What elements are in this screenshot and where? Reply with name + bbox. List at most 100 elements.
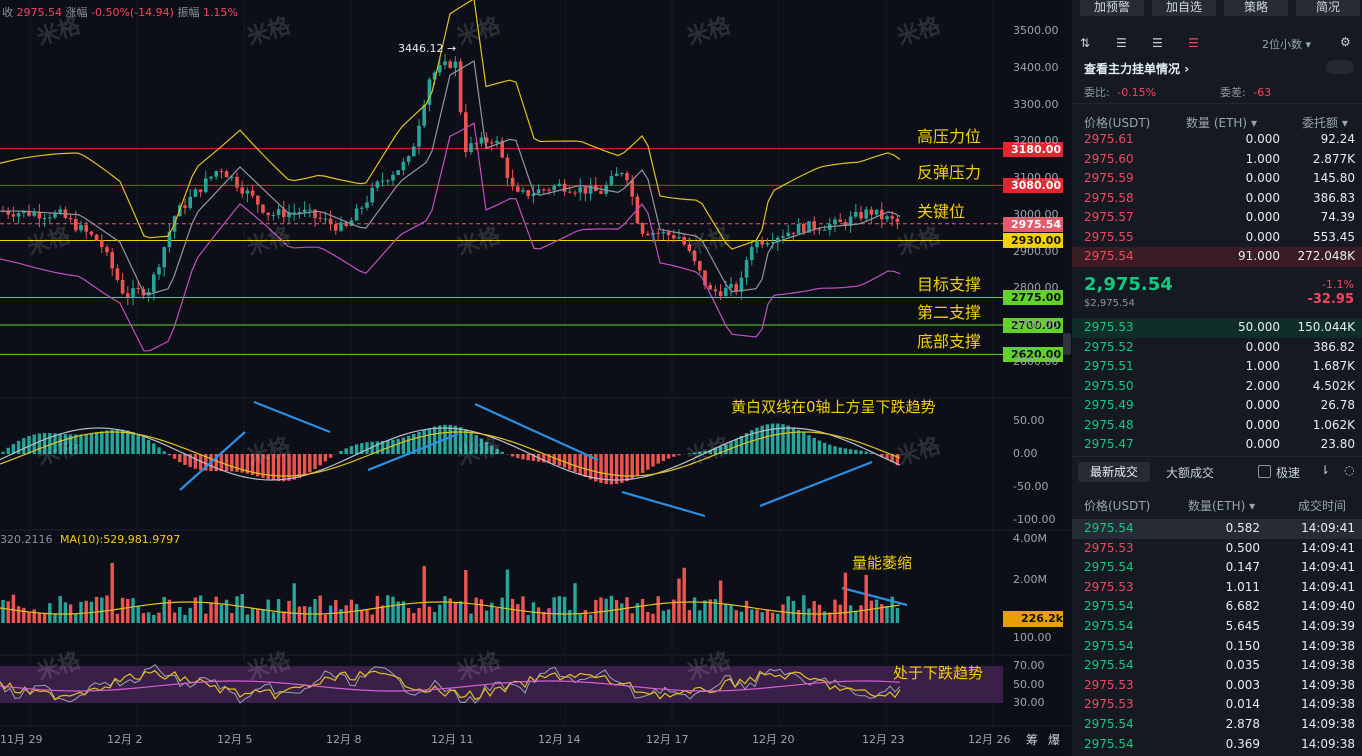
macd-bar xyxy=(323,454,328,462)
candle-body xyxy=(781,236,785,238)
trade-row: 2975.54 6.682 14:09:40 xyxy=(1072,597,1362,617)
decimal-select[interactable]: 2位小数 ▾ xyxy=(1262,38,1312,51)
trade-price: 2975.53 xyxy=(1084,579,1134,594)
ask-row[interactable]: 2975.59 0.000 145.80 xyxy=(1072,169,1362,189)
candle-body xyxy=(568,191,572,193)
candle-body xyxy=(105,247,109,253)
row-total: 553.45 xyxy=(1313,229,1355,244)
depth-both-icon[interactable]: ⇅ xyxy=(1080,36,1091,50)
fast-checkbox[interactable] xyxy=(1258,465,1271,478)
chip-icon[interactable]: 筹 xyxy=(1026,733,1039,747)
panel-collapse-handle[interactable] xyxy=(1063,333,1071,355)
macd-bar xyxy=(417,432,421,454)
ask-row[interactable]: 2975.57 0.000 74.39 xyxy=(1072,208,1362,228)
col-total[interactable]: 委托额 ▾ xyxy=(1302,116,1348,130)
volume-bar xyxy=(282,611,286,623)
depth-list-icon[interactable]: ☰ xyxy=(1188,36,1199,50)
volume-bar xyxy=(614,600,619,623)
ratio: 委比: -0.15% xyxy=(1084,86,1157,99)
filter-icon[interactable]: ⇂ xyxy=(1320,463,1331,477)
candle-body xyxy=(235,176,239,188)
macd-bar xyxy=(224,454,229,472)
candle-body xyxy=(599,191,603,194)
candle-body xyxy=(448,61,452,68)
trade-price: 2975.53 xyxy=(1084,677,1134,692)
ask-row[interactable]: 2975.61 0.000 92.24 xyxy=(1072,130,1362,150)
bid-row[interactable]: 2975.52 0.000 386.82 xyxy=(1072,338,1362,358)
volume-bar xyxy=(16,606,21,623)
price-tag: 2700.00 xyxy=(1003,318,1063,333)
volume-bar xyxy=(536,607,541,623)
trade-time: 14:09:38 xyxy=(1301,697,1355,712)
candle-body xyxy=(729,284,733,288)
candlestick-chart[interactable]: 米格米格米格米格米格米格米格米格米格米格米格米格米格米格米格米格米格米格米格米格… xyxy=(0,0,1070,756)
volume-bar xyxy=(344,605,348,623)
macd-bar xyxy=(614,454,619,484)
depth-asks-icon[interactable]: ☰ xyxy=(1152,36,1163,50)
volume-bar xyxy=(427,606,432,623)
toolbar-button-1[interactable]: 加自选 xyxy=(1152,0,1216,16)
bid-row[interactable]: 2975.51 1.000 1.687K xyxy=(1072,357,1362,377)
volume-bar xyxy=(79,601,83,623)
bid-row[interactable]: 2975.53 50.000 150.044K xyxy=(1072,318,1362,338)
price-tick-label: 3500.00 xyxy=(1013,24,1059,37)
toolbar-button-0[interactable]: 加预警 xyxy=(1080,0,1144,16)
candle-body xyxy=(42,217,47,219)
macd-bar xyxy=(573,454,577,472)
trade-col-qty[interactable]: 数量(ETH) ▾ xyxy=(1188,499,1256,513)
trade-qty: 0.147 xyxy=(1225,560,1260,575)
macd-bar xyxy=(765,424,770,454)
tab-latest-trades[interactable]: 最新成交 xyxy=(1078,462,1150,482)
depth-title[interactable]: 查看主力挂单情况 › xyxy=(1084,62,1190,76)
candle-body xyxy=(214,171,218,177)
macd-bar xyxy=(885,454,889,460)
toolbar-button-3[interactable]: 简况 xyxy=(1296,0,1360,16)
candle-body xyxy=(776,237,780,243)
col-qty[interactable]: 数量 (ETH) ▾ xyxy=(1186,116,1257,130)
volume-bar xyxy=(240,594,244,623)
col-price: 价格(USDT) xyxy=(1084,116,1151,130)
candle-body xyxy=(443,61,447,66)
candle-body xyxy=(724,287,728,296)
macd-bar xyxy=(313,454,317,469)
trade-price: 2975.54 xyxy=(1084,619,1134,633)
candle-body xyxy=(510,177,515,187)
chart-area[interactable]: 米格米格米格米格米格米格米格米格米格米格米格米格米格米格米格米格米格米格米格米格… xyxy=(0,0,1071,756)
toggle-switch[interactable] xyxy=(1326,60,1354,74)
macd-bar xyxy=(1,451,5,454)
ask-row[interactable]: 2975.55 0.000 553.45 xyxy=(1072,228,1362,248)
settings-icon[interactable]: ⚙ xyxy=(1340,35,1351,49)
price-tick-label: 3400.00 xyxy=(1013,60,1059,74)
macd-bar xyxy=(542,454,546,463)
tab-large-trades[interactable]: 大额成交 xyxy=(1166,466,1215,480)
toolbar-button-2[interactable]: 策略 xyxy=(1224,0,1288,16)
level-annotation: 第二支撑 xyxy=(917,303,982,322)
volume-bar xyxy=(843,572,848,623)
volume-bar xyxy=(765,609,770,623)
ask-row[interactable]: 2975.60 1.000 2.877K xyxy=(1072,150,1362,170)
bid-row[interactable]: 2975.47 0.000 23.80 xyxy=(1072,435,1362,455)
liquidation-icon[interactable]: 爆 xyxy=(1048,733,1061,747)
macd-bar xyxy=(183,454,187,465)
macd-bar xyxy=(828,444,832,454)
more-icon[interactable]: ◌ xyxy=(1344,463,1355,477)
depth-bids-icon[interactable]: ☰ xyxy=(1116,36,1127,50)
bid-row[interactable]: 2975.48 0.000 1.062K xyxy=(1072,416,1362,436)
trend-arrow xyxy=(367,432,459,472)
candle-body xyxy=(687,244,692,251)
candle-body xyxy=(94,234,99,241)
row-price: 2975.60 xyxy=(1084,151,1134,166)
candle-body xyxy=(765,242,770,245)
macd-bar xyxy=(802,432,806,454)
volume-bar xyxy=(105,595,109,623)
bid-row[interactable]: 2975.49 0.000 26.78 xyxy=(1072,396,1362,416)
macd-bar xyxy=(848,449,853,454)
candle-body xyxy=(120,279,125,294)
macd-bar xyxy=(235,454,239,472)
bid-row[interactable]: 2975.50 2.000 4.502K xyxy=(1072,377,1362,397)
ask-row[interactable]: 2975.58 0.000 386.83 xyxy=(1072,189,1362,209)
ask-row[interactable]: 2975.54 91.000 272.048K xyxy=(1072,247,1362,267)
macd-bar xyxy=(666,454,671,459)
candle-body xyxy=(786,232,790,237)
trade-price: 2975.53 xyxy=(1084,540,1134,555)
